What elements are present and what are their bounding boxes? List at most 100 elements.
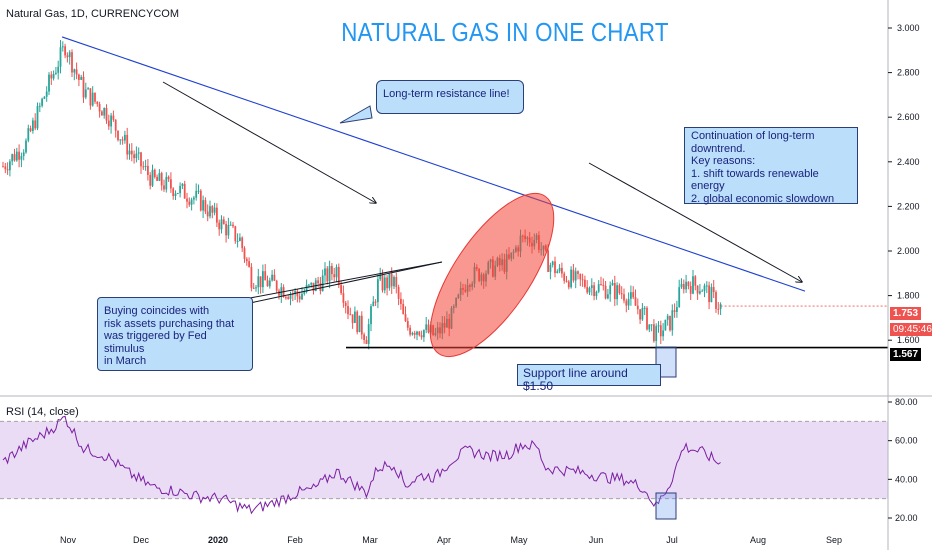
support-highlight [655, 346, 677, 378]
date-tick-label: Apr [437, 535, 451, 545]
candle-body [289, 294, 292, 299]
candle-body [703, 285, 706, 291]
candle-body [268, 280, 271, 287]
candle-body [377, 279, 379, 303]
downtrend-note[interactable]: Continuation of long-term downtrend. Key… [684, 127, 858, 205]
price-tick-label: 2.800 [897, 68, 920, 78]
candle-body [266, 280, 269, 287]
candle-body [590, 285, 593, 289]
candle-body [328, 266, 331, 282]
candle-body [680, 284, 683, 288]
candle-body [43, 96, 46, 99]
symbol-label: Natural Gas, 1D, CURRENCYCOM [6, 8, 179, 20]
price-tick-label: 1.600 [897, 335, 920, 345]
candle-body [360, 315, 363, 335]
candle-body [317, 280, 319, 284]
candle-body [186, 198, 188, 202]
candle-body [94, 92, 96, 102]
resistance-note[interactable]: Long-term resistance line! [376, 80, 524, 114]
candle-body [133, 154, 135, 159]
candle-body [38, 105, 41, 107]
candle-body [107, 120, 110, 127]
rsi-tick-label: 60.00 [895, 436, 918, 446]
candle-body [351, 314, 354, 324]
candle-body [140, 152, 142, 167]
candle-body [124, 134, 126, 141]
candle-body [363, 334, 365, 341]
candle-body [374, 301, 377, 303]
grid [0, 420, 888, 500]
candle-body [209, 206, 211, 217]
candle-body [165, 176, 168, 190]
candle-body [71, 52, 73, 73]
candle-body [6, 169, 9, 171]
candle-body [397, 287, 400, 299]
candle-body [199, 190, 202, 211]
candle-body [556, 271, 559, 274]
candle-body [312, 282, 315, 292]
buying-pointer-2 [249, 261, 443, 304]
rsi-label: RSI (14, close) [6, 406, 79, 418]
candle-body [308, 284, 310, 286]
candle-body [602, 284, 605, 286]
candle-body [579, 273, 582, 280]
candle-body [232, 224, 234, 227]
support-price-tag: 1.567 [890, 348, 922, 361]
candle-body [616, 285, 618, 300]
candle-body [390, 273, 393, 287]
buying-pointer-1 [249, 261, 443, 299]
candle-body [291, 294, 294, 296]
candle-body [358, 315, 361, 333]
candle-body [393, 276, 395, 287]
date-tick-label: Jun [589, 535, 604, 545]
rsi-tick-label: 80.00 [895, 397, 918, 407]
candle-body [712, 287, 715, 293]
candle-body [22, 152, 25, 157]
candle-body [278, 290, 280, 296]
candle-body [259, 276, 262, 288]
candle-body [91, 92, 94, 106]
candle-body [719, 304, 722, 310]
candle-body [584, 279, 586, 287]
support-note[interactable]: Support line around $1.50 [517, 364, 661, 392]
candle-body [655, 326, 658, 342]
candle-body [689, 286, 692, 294]
candle-body [597, 284, 600, 292]
candle-body [558, 267, 561, 272]
candle-body [197, 190, 200, 192]
candle-body [636, 305, 639, 310]
candle-body [411, 332, 414, 335]
candle-body [273, 274, 276, 281]
downtrend-line-1: Continuation of long-term [691, 130, 815, 142]
candle-body [694, 276, 697, 286]
candle-body [324, 268, 326, 276]
candle-body [271, 274, 273, 281]
candle-body [32, 120, 34, 131]
candle-body [126, 134, 129, 155]
candle-body [243, 248, 246, 259]
candle-body [218, 222, 221, 230]
candle-body [641, 308, 644, 320]
rsi-tick-label: 40.00 [895, 474, 918, 484]
rsi-line [2, 415, 721, 515]
candle-body [275, 280, 278, 291]
candle-body [715, 292, 717, 309]
candle-body [239, 237, 241, 241]
candle-body [423, 329, 425, 338]
candle-body [25, 140, 27, 153]
candle-body [112, 115, 115, 120]
candle-body [59, 47, 62, 67]
candle-body [333, 274, 336, 278]
candle-body [303, 291, 306, 294]
candle-body [211, 206, 214, 213]
candle-body [678, 287, 681, 308]
candle-body [202, 200, 204, 211]
candle-body [613, 282, 616, 300]
candle-body [9, 161, 11, 171]
candle-body [659, 325, 662, 337]
candle-body [682, 284, 685, 290]
buying-note[interactable]: Buying coincides with risk assets purcha… [97, 297, 253, 371]
candle-body [666, 315, 669, 320]
buying-line-2: risk assets purchasing that [104, 317, 235, 330]
candle-body [80, 76, 83, 80]
